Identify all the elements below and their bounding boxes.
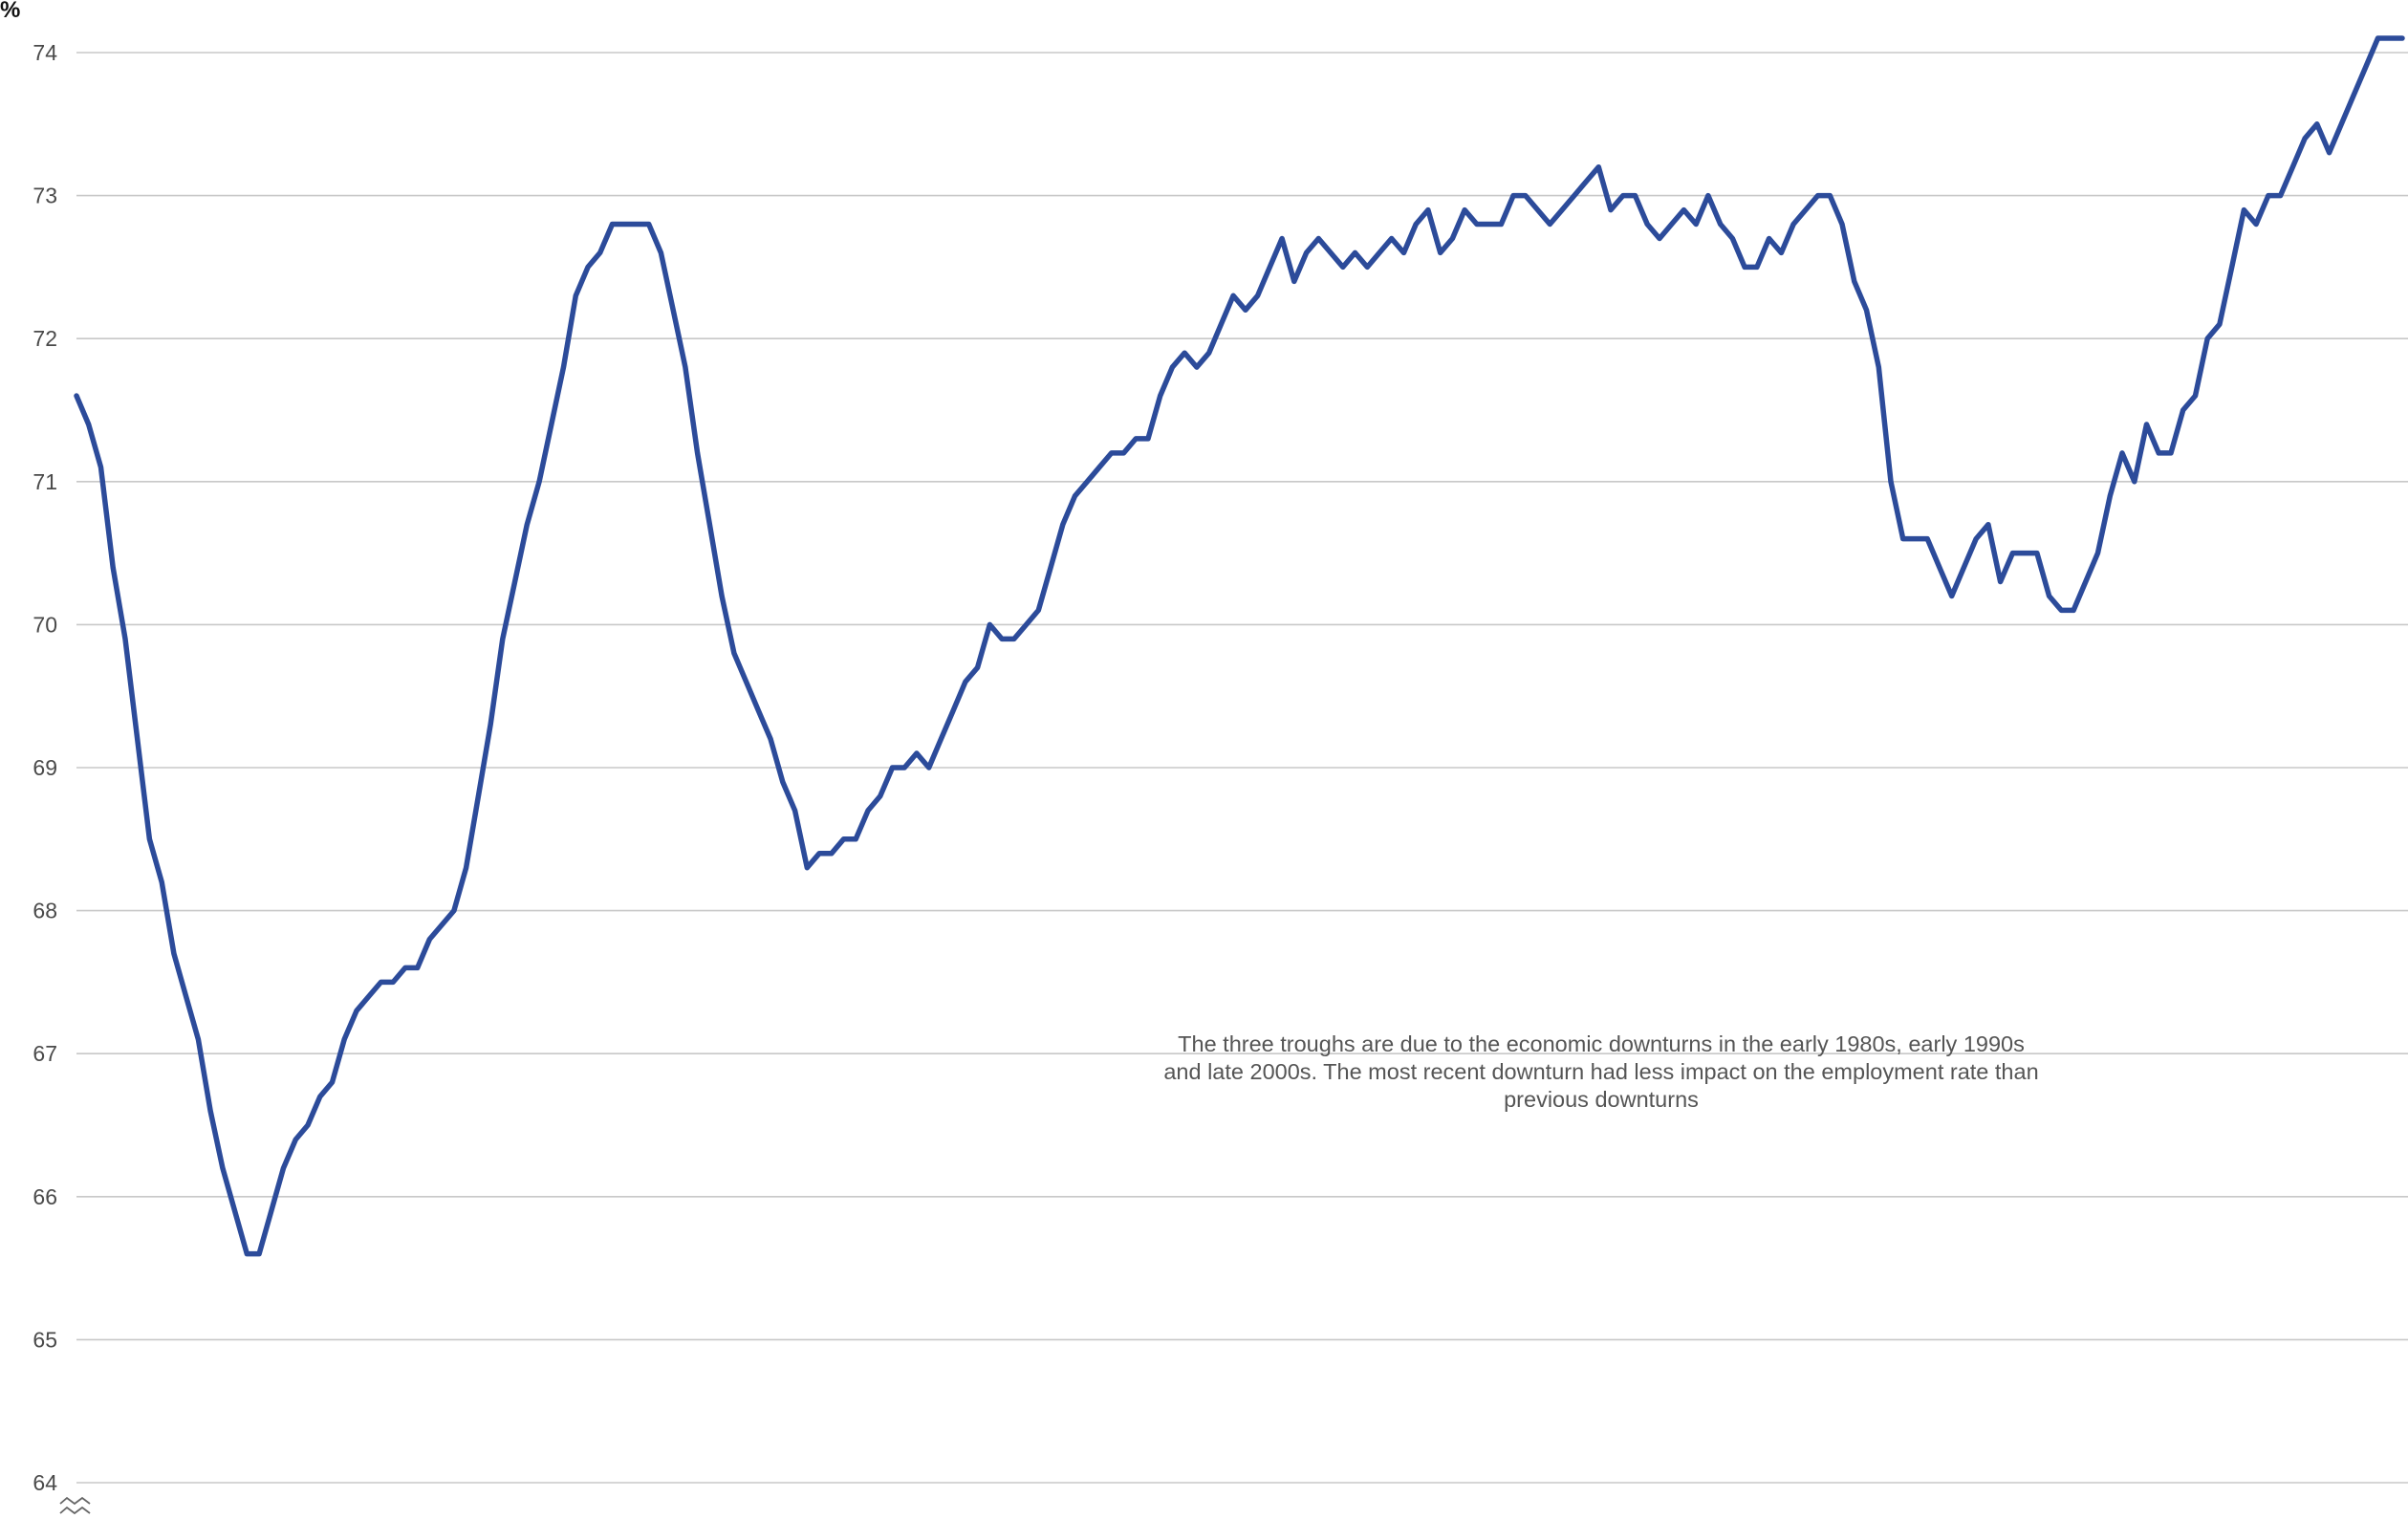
- gridlines: [76, 52, 2408, 1484]
- y-tick-label-67: 67: [33, 1041, 57, 1066]
- y-tick-label-73: 73: [33, 184, 57, 208]
- y-tick-label-69: 69: [33, 755, 57, 780]
- y-tick-label-71: 71: [33, 469, 57, 494]
- y-tick-label-74: 74: [33, 40, 57, 65]
- y-axis-tick-labels: 64 65 66 67 68 69 70 71 72 73 74: [33, 40, 57, 1495]
- y-tick-label-66: 66: [33, 1184, 57, 1209]
- y-tick-label-72: 72: [33, 326, 57, 351]
- y-tick-label-70: 70: [33, 612, 57, 637]
- axis-break-icon: [59, 1496, 91, 1515]
- chart-annotation: The three troughs are due to the economi…: [1163, 1031, 2039, 1112]
- employment-rate-series-line: [74, 35, 2405, 1257]
- y-axis-unit-label: %: [0, 0, 20, 23]
- y-tick-label-68: 68: [33, 899, 57, 923]
- y-tick-label-64: 64: [33, 1470, 57, 1495]
- y-tick-label-65: 65: [33, 1327, 57, 1352]
